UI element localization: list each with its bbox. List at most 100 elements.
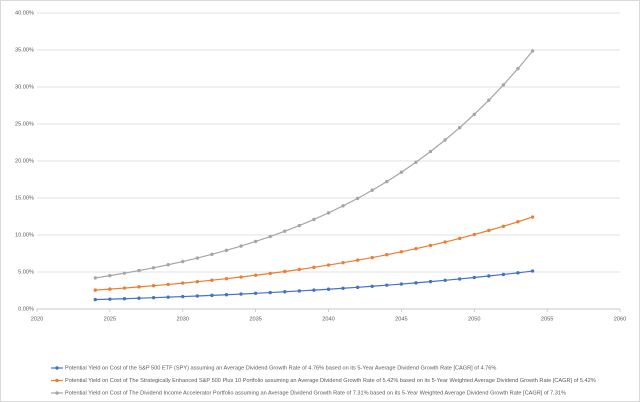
point <box>487 98 491 102</box>
point <box>137 268 141 273</box>
legend-label: Potential Yield on Cost of The Dividend … <box>65 390 566 396</box>
point <box>428 243 433 248</box>
legend-label: Potential Yield on Cost of the S&P 500 E… <box>65 365 496 371</box>
point <box>370 188 374 192</box>
point <box>443 278 447 282</box>
point <box>312 265 316 270</box>
point <box>181 259 185 264</box>
point <box>312 217 316 222</box>
point <box>239 244 243 248</box>
point <box>239 292 243 296</box>
point <box>137 285 141 289</box>
point <box>224 276 229 281</box>
point <box>93 276 98 280</box>
point <box>268 290 272 295</box>
point <box>253 273 258 277</box>
point <box>341 260 345 265</box>
point <box>283 229 287 233</box>
point <box>399 250 404 254</box>
point <box>530 269 535 273</box>
point <box>399 170 404 174</box>
y-tick-label: 10.00% <box>15 232 34 238</box>
point <box>385 179 389 184</box>
point <box>297 289 302 293</box>
point <box>93 288 98 292</box>
point <box>181 294 185 299</box>
point <box>414 160 418 164</box>
point <box>355 258 360 262</box>
x-tick-label: 2035 <box>249 316 261 322</box>
point <box>501 272 506 277</box>
y-tick-label: 5.00% <box>18 269 34 275</box>
point <box>122 271 127 275</box>
point <box>326 211 331 215</box>
y-tick-label: 35.00% <box>15 47 34 53</box>
point <box>283 269 287 274</box>
point <box>108 273 112 278</box>
y-tick-label: 40.00% <box>15 10 34 16</box>
point <box>224 293 229 297</box>
point <box>501 224 506 228</box>
point <box>399 282 404 286</box>
point <box>195 256 200 260</box>
point <box>151 295 156 300</box>
y-tick-label: 15.00% <box>15 195 34 201</box>
point <box>195 279 200 284</box>
point <box>414 246 418 251</box>
point <box>457 236 462 241</box>
legend-marker <box>55 366 59 370</box>
point <box>341 286 345 290</box>
point <box>312 288 316 292</box>
point <box>122 297 127 301</box>
y-tick-label: 0.00% <box>18 306 34 312</box>
point <box>530 215 535 219</box>
point <box>326 263 331 267</box>
legend-marker <box>55 378 59 383</box>
x-tick-label: 2030 <box>177 316 189 322</box>
point <box>166 295 170 299</box>
point <box>472 275 476 280</box>
point <box>385 283 389 287</box>
x-tick-label: 2020 <box>31 316 43 322</box>
point <box>516 66 520 71</box>
point <box>166 282 170 287</box>
point <box>108 297 112 301</box>
point <box>457 277 462 281</box>
point <box>501 83 506 87</box>
point <box>428 149 433 154</box>
point <box>516 271 520 275</box>
point <box>516 220 520 224</box>
point <box>224 248 229 253</box>
point <box>487 274 491 278</box>
point <box>370 284 374 288</box>
point <box>341 204 345 208</box>
point <box>93 297 98 302</box>
y-tick-label: 30.00% <box>15 84 34 90</box>
point <box>108 287 112 291</box>
legend-label: Potential Yield on Cost of The Strategic… <box>65 378 596 384</box>
point <box>297 223 302 228</box>
point <box>253 291 258 296</box>
x-tick-label: 2050 <box>468 316 480 322</box>
point <box>181 281 185 285</box>
point <box>283 290 287 294</box>
point <box>472 112 476 117</box>
x-tick-label: 2045 <box>395 316 407 322</box>
point <box>239 275 243 279</box>
point <box>355 285 360 290</box>
x-tick-label: 2055 <box>541 316 553 322</box>
point <box>297 267 302 272</box>
point <box>151 283 156 288</box>
x-tick-label: 2060 <box>614 316 626 322</box>
point <box>210 252 214 257</box>
point <box>253 239 258 244</box>
point <box>122 286 127 290</box>
point <box>414 281 418 285</box>
point <box>530 49 535 53</box>
point <box>137 296 141 300</box>
point <box>326 287 331 291</box>
point <box>210 293 214 298</box>
point <box>166 263 170 267</box>
